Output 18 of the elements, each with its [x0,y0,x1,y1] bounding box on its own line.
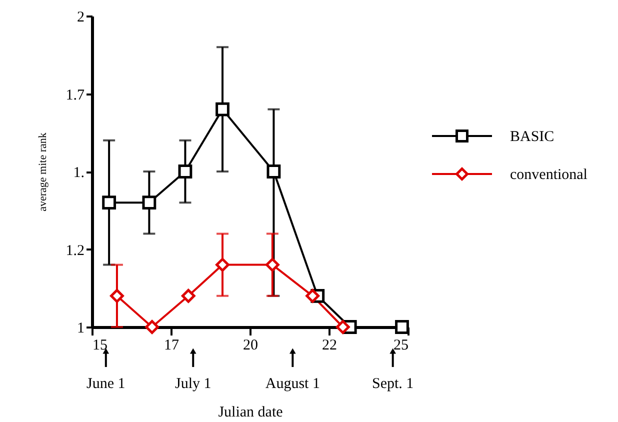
y-tick-label: 1. [73,165,84,181]
y-tick-label: 1 [77,320,84,336]
ref-line-label: August 1 [265,376,320,392]
y-tick-label: 1.2 [66,242,84,259]
y-axis-title: average mite rank [36,132,49,212]
x-tick-label: 25 [394,338,408,354]
y-tick-label: 1.7 [66,87,85,104]
ref-line-label: July 1 [174,376,212,392]
x-tick-label: 17 [164,338,180,354]
legend-label: conventional [510,167,588,183]
x-tick-label: 20 [243,338,258,354]
y-tick-label: 2 [77,10,84,26]
ref-line-label: Sept. 1 [372,376,414,392]
x-tick-label: 15 [92,338,108,354]
x-axis-title: Julian date [218,404,284,420]
x-tick-label: 22 [322,338,337,354]
legend-label: BASIC [510,129,554,145]
ref-line-label: June 1 [86,376,126,392]
